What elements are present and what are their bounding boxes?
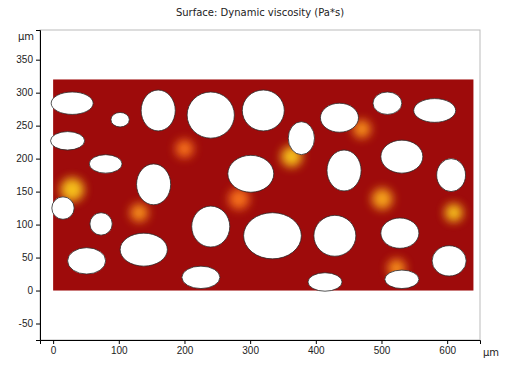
y-tick: 150 bbox=[16, 186, 40, 197]
y-tick-mark bbox=[36, 192, 40, 193]
y-axis-title: μm bbox=[18, 31, 34, 42]
x-axis-title: μm bbox=[483, 347, 499, 358]
y-axis-line bbox=[36, 31, 41, 341]
y-tick-label: 250 bbox=[16, 120, 33, 131]
x-tick-mark bbox=[381, 340, 382, 344]
hotspots bbox=[60, 120, 463, 278]
grain bbox=[187, 92, 234, 138]
hotspot bbox=[175, 139, 193, 157]
grain bbox=[320, 103, 358, 132]
y-tick: 350 bbox=[16, 54, 40, 65]
y-tick: 200 bbox=[16, 153, 40, 164]
x-axis-line bbox=[41, 341, 481, 345]
x-tick-label: 400 bbox=[308, 345, 325, 356]
y-tick: 0 bbox=[27, 285, 40, 296]
y-tick-mark bbox=[36, 225, 40, 226]
y-tick: 300 bbox=[16, 87, 40, 98]
y-tick-label: 0 bbox=[27, 285, 33, 296]
grain bbox=[120, 233, 167, 266]
y-tick-label: 100 bbox=[16, 219, 33, 230]
y-tick-label: -50 bbox=[19, 318, 34, 329]
x-tick: 500 bbox=[374, 340, 391, 356]
x-tick-label: 500 bbox=[374, 345, 391, 356]
grain bbox=[137, 164, 171, 205]
y-tick: 250 bbox=[16, 120, 40, 131]
y-tick-mark bbox=[36, 159, 40, 160]
grain bbox=[314, 215, 356, 256]
y-tick-mark bbox=[36, 324, 40, 325]
x-tick-mark bbox=[53, 340, 54, 344]
fluid-domain bbox=[53, 79, 473, 290]
grain bbox=[89, 155, 122, 173]
grain bbox=[141, 90, 175, 131]
hotspot bbox=[130, 203, 148, 221]
y-tick-mark bbox=[36, 126, 40, 127]
y-tick-label: 150 bbox=[16, 186, 33, 197]
x-tick-mark bbox=[119, 340, 120, 344]
x-axis: 0 100 200 300 400 500 600 bbox=[41, 340, 481, 356]
grains bbox=[51, 90, 467, 291]
grain bbox=[308, 273, 342, 291]
grain bbox=[381, 218, 419, 248]
x-tick: 100 bbox=[111, 340, 128, 356]
grain bbox=[182, 266, 220, 288]
y-tick-mark bbox=[36, 60, 40, 61]
y-tick: -50 bbox=[19, 318, 40, 329]
grain bbox=[385, 270, 419, 288]
x-tick-mark bbox=[316, 340, 317, 344]
y-tick: 50 bbox=[22, 252, 40, 263]
hotspot bbox=[372, 188, 393, 209]
x-tick-label: 100 bbox=[111, 345, 128, 356]
x-tick-mark bbox=[250, 340, 251, 344]
x-tick-label: 600 bbox=[439, 345, 456, 356]
y-tick-mark bbox=[36, 258, 40, 259]
x-tick: 600 bbox=[439, 340, 456, 356]
x-tick-mark bbox=[184, 340, 185, 344]
y-tick-mark bbox=[36, 93, 40, 94]
plot-frame bbox=[40, 30, 480, 340]
grain bbox=[373, 92, 402, 114]
grain bbox=[68, 248, 106, 274]
title: Surface: Dynamic viscosity (Pa*s) bbox=[176, 7, 344, 18]
grain bbox=[381, 140, 423, 173]
grain bbox=[52, 197, 74, 219]
grain bbox=[242, 90, 284, 131]
x-tick-label: 200 bbox=[177, 345, 194, 356]
grain bbox=[414, 99, 456, 123]
grain bbox=[327, 150, 361, 191]
x-tick: 400 bbox=[308, 340, 325, 356]
y-tick-label: 200 bbox=[16, 153, 33, 164]
chart: Surface: Dynamic viscosity (Pa*s) 0 100 200… bbox=[0, 0, 505, 366]
y-tick-label: 50 bbox=[22, 252, 34, 263]
hotspot bbox=[445, 203, 463, 221]
grain bbox=[437, 159, 466, 192]
grain bbox=[432, 246, 466, 276]
x-tick-label: 300 bbox=[242, 345, 259, 356]
x-tick: 200 bbox=[177, 340, 194, 356]
grain bbox=[111, 112, 129, 127]
grain bbox=[192, 206, 230, 247]
grain bbox=[244, 213, 302, 259]
y-tick-label: 350 bbox=[16, 54, 33, 65]
grain bbox=[288, 122, 314, 155]
x-tick: 0 bbox=[51, 340, 57, 356]
x-tick-mark bbox=[447, 340, 448, 344]
y-tick-label: 300 bbox=[16, 87, 33, 98]
y-tick: 100 bbox=[16, 219, 40, 230]
grain bbox=[51, 132, 85, 150]
y-tick-mark bbox=[36, 291, 40, 292]
marks bbox=[51, 79, 474, 291]
y-axis: -50 0 50 100 150 200 250 300 350 bbox=[16, 31, 40, 341]
grain bbox=[228, 155, 274, 192]
grain bbox=[51, 92, 93, 114]
x-tick-label: 0 bbox=[51, 345, 57, 356]
x-tick: 300 bbox=[242, 340, 259, 356]
grain bbox=[90, 213, 112, 235]
